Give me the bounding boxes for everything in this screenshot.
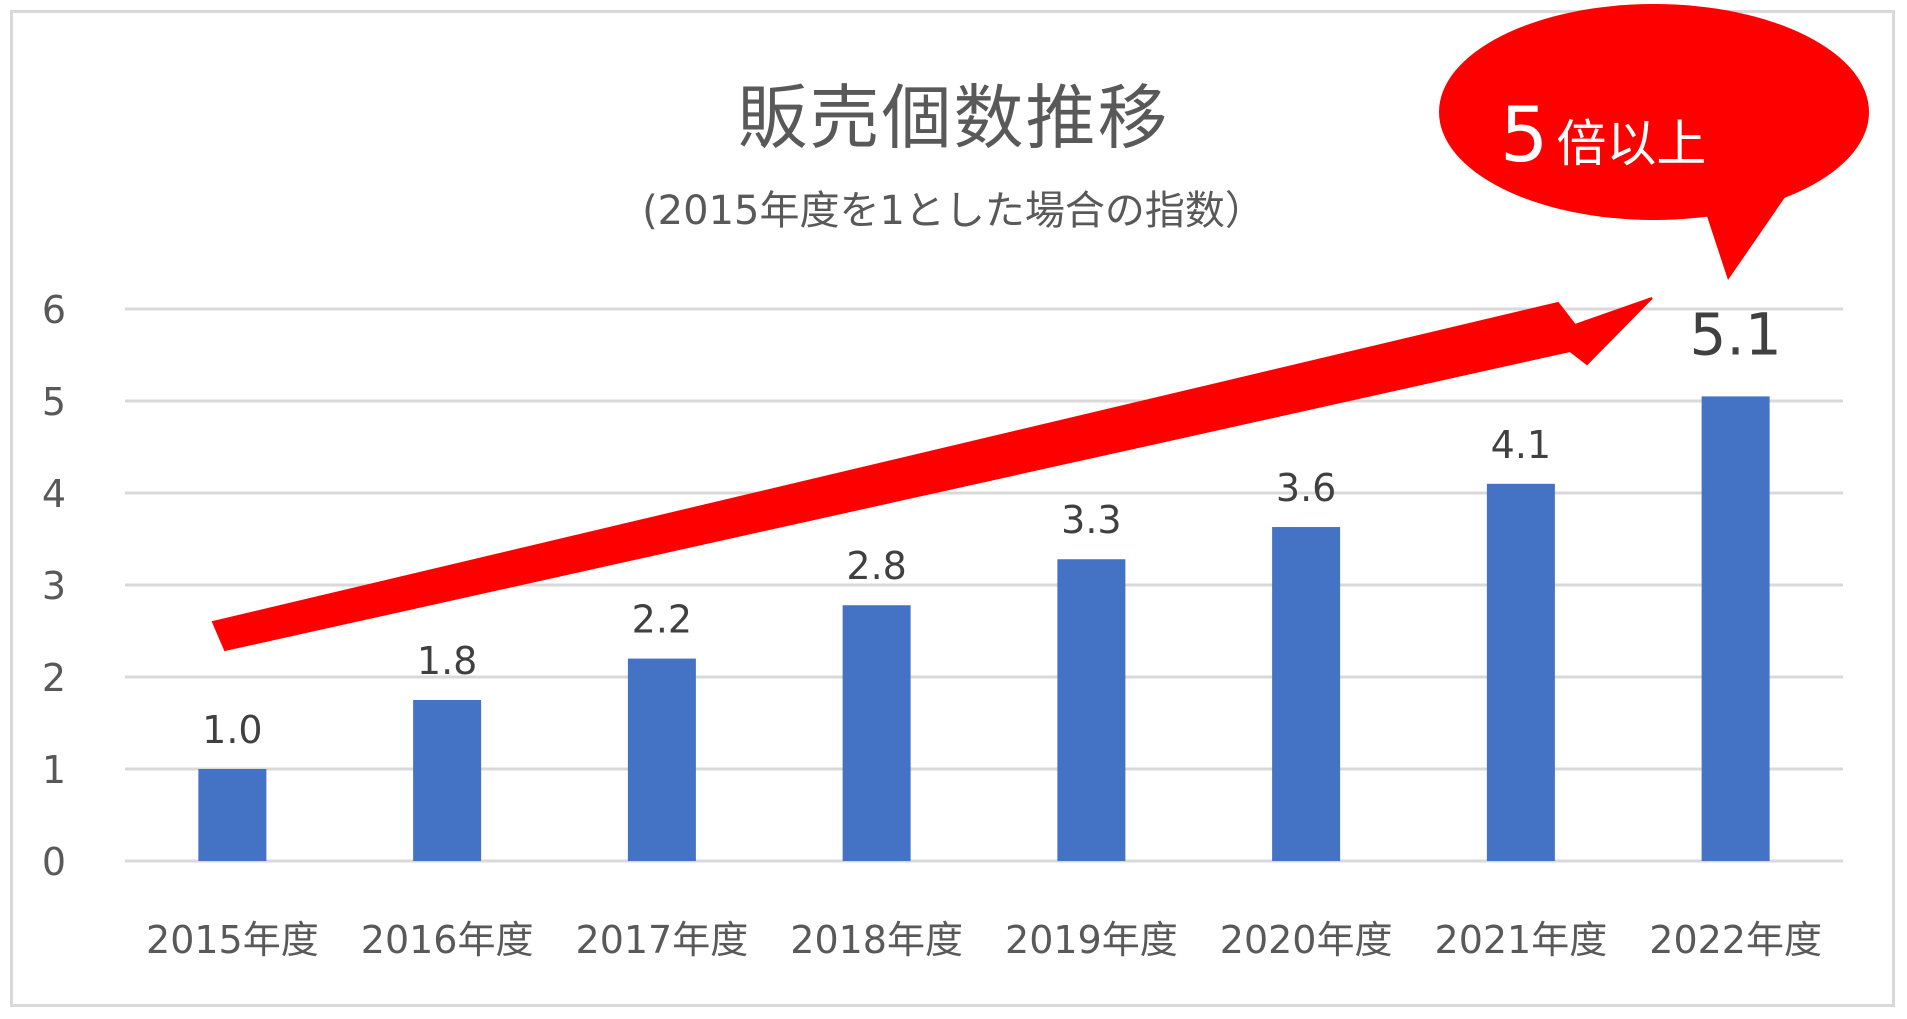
x-tick-label: 2019年度 — [1005, 918, 1178, 962]
y-axis-ticks: 0 1 2 3 4 5 6 — [42, 288, 66, 884]
y-tick-label: 5 — [42, 380, 66, 424]
data-label: 1.8 — [417, 639, 477, 683]
callout-tail — [1700, 190, 1790, 280]
chart-subtitle: (2015年度を1とした場合の指数） — [642, 188, 1265, 234]
bar — [413, 700, 482, 861]
y-tick-label: 4 — [42, 472, 66, 516]
x-tick-label: 2015年度 — [146, 918, 319, 962]
callout-suffix: 倍以上 — [1556, 115, 1707, 173]
data-labels: 1.0 1.8 2.2 2.8 3.3 3.6 4.1 5.1 — [202, 300, 1782, 752]
y-tick-label: 6 — [42, 288, 66, 332]
bars — [198, 396, 1770, 861]
bar — [842, 605, 911, 861]
bar — [198, 769, 267, 861]
bar — [627, 658, 696, 861]
callout-text: 5 倍以上 — [1500, 90, 1706, 179]
bar — [1057, 559, 1126, 861]
y-tick-label: 3 — [42, 564, 66, 608]
bar — [1486, 483, 1555, 861]
data-label: 5.1 — [1690, 300, 1782, 368]
bar — [1701, 396, 1770, 861]
x-axis-ticks: 2015年度 2016年度 2017年度 2018年度 2019年度 2020年度 2021… — [146, 918, 1822, 962]
data-label: 2.8 — [846, 544, 906, 588]
chart-title: 販売個数推移 — [737, 77, 1170, 159]
data-label: 4.1 — [1491, 423, 1551, 467]
x-tick-label: 2016年度 — [361, 918, 534, 962]
y-tick-label: 0 — [42, 840, 66, 884]
x-tick-label: 2018年度 — [790, 918, 963, 962]
data-label: 2.2 — [632, 598, 692, 642]
annotations — [211, 4, 1869, 652]
y-tick-label: 1 — [42, 748, 66, 792]
data-label: 1.0 — [202, 708, 262, 752]
trend-arrow — [211, 297, 1653, 652]
data-label: 3.3 — [1061, 498, 1121, 542]
data-label: 3.6 — [1276, 466, 1336, 510]
y-tick-label: 2 — [42, 656, 66, 700]
x-tick-label: 2022年度 — [1649, 918, 1822, 962]
x-tick-label: 2020年度 — [1220, 918, 1393, 962]
callout-bubble — [1439, 4, 1869, 220]
x-tick-label: 2017年度 — [576, 918, 749, 962]
callout-number: 5 — [1500, 90, 1549, 179]
x-tick-label: 2021年度 — [1435, 918, 1608, 962]
bar — [1272, 527, 1341, 861]
